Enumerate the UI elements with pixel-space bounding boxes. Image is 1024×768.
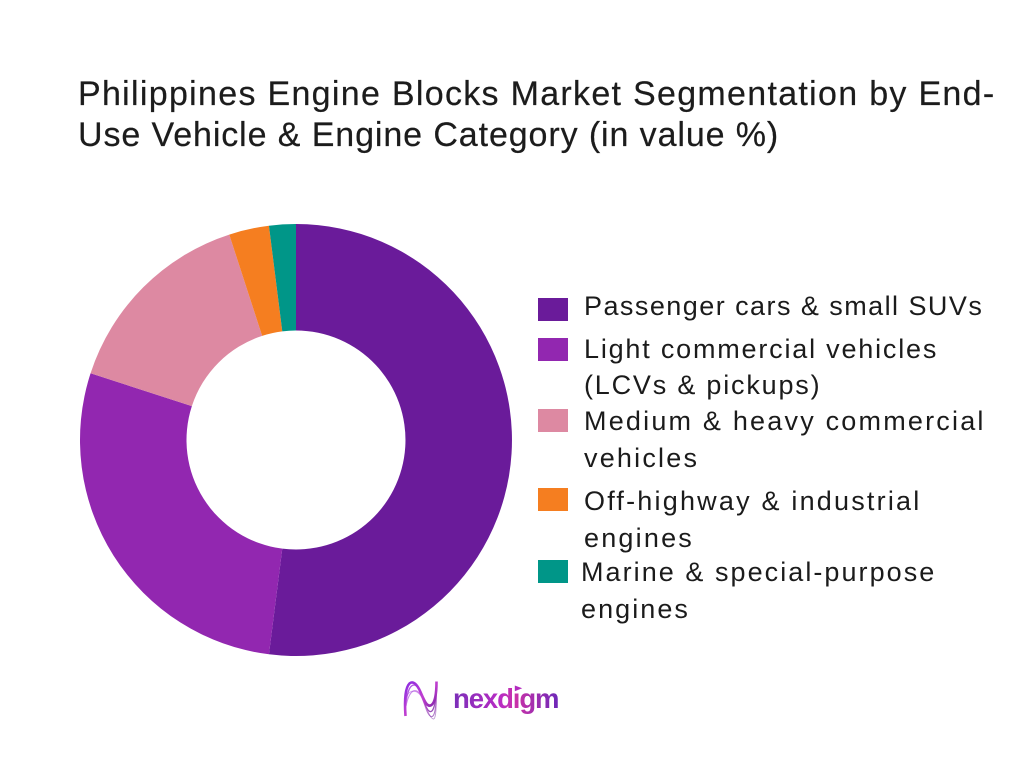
svg-text:nexdıgm: nexdıgm (453, 683, 558, 714)
